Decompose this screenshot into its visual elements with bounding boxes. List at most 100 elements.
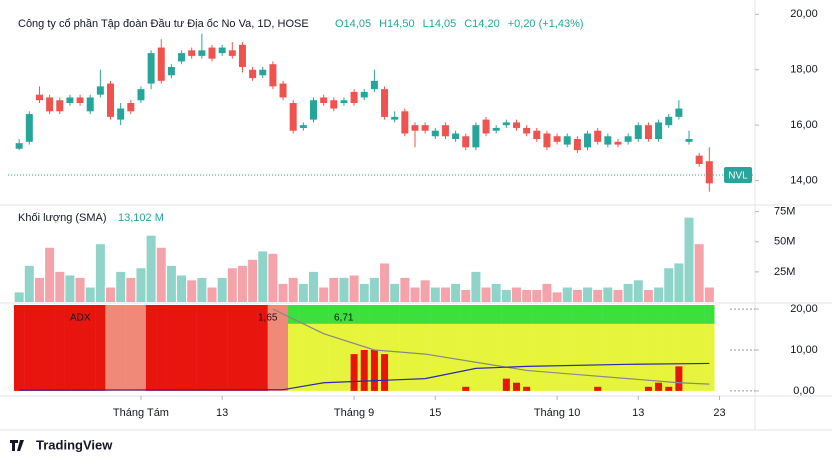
candle-body <box>533 130 541 140</box>
volume-bar <box>136 268 146 302</box>
candle-body <box>360 91 368 98</box>
indicator-column <box>612 305 624 324</box>
x-tick-label: 13 <box>632 407 644 419</box>
indicator-column <box>704 305 715 324</box>
indicator-column <box>34 305 45 391</box>
volume-bar <box>217 277 227 302</box>
candle-body <box>634 125 642 140</box>
candle-body <box>299 125 307 128</box>
candle-body <box>421 125 429 131</box>
indicator-column <box>399 305 411 324</box>
candle-body <box>655 122 663 140</box>
indicator-column <box>196 305 208 391</box>
candle-body <box>482 119 490 134</box>
x-tick-label: 13 <box>216 407 228 419</box>
indicator-column <box>511 323 522 391</box>
candle-body <box>279 83 287 98</box>
volume-bar <box>349 275 359 302</box>
symbol-label: NVL <box>728 171 748 182</box>
candle-body <box>644 125 652 140</box>
candle-body <box>563 136 571 145</box>
indicator-column <box>389 323 400 391</box>
candle-body <box>614 141 622 145</box>
indicator-column <box>562 323 573 391</box>
candle-body <box>208 47 216 59</box>
indicator-column <box>602 305 614 324</box>
volume-bar <box>532 289 542 302</box>
volume-bar <box>511 287 521 302</box>
volume-bar <box>430 287 440 302</box>
indicator-hist <box>655 382 663 391</box>
y-tick-label: 50M <box>774 236 795 248</box>
indicator-value: 1,65 <box>258 313 278 324</box>
indicator-column <box>95 305 106 391</box>
volume-bar <box>55 271 65 302</box>
candle-body <box>624 136 632 142</box>
indicator-column <box>531 305 542 324</box>
indicator-column <box>592 323 603 391</box>
volume-bar <box>664 268 674 302</box>
volume-bar <box>298 283 308 302</box>
volume-bar <box>400 277 410 302</box>
indicator-line <box>19 362 710 391</box>
indicator-column <box>298 305 309 324</box>
indicator-title: ADX <box>70 313 91 324</box>
candle-body <box>695 155 703 164</box>
indicator-column <box>287 305 299 324</box>
indicator-column <box>216 305 228 391</box>
indicator-column <box>430 323 441 391</box>
indicator-column <box>622 323 634 391</box>
indicator-column <box>247 305 258 391</box>
indicator-column <box>237 305 248 391</box>
volume-bar <box>491 283 501 302</box>
indicator-hist <box>360 350 368 391</box>
volume-bar <box>116 271 126 302</box>
volume-bar <box>481 287 491 302</box>
candle-body <box>198 50 206 56</box>
indicator-column <box>450 305 461 324</box>
indicator-column <box>541 323 553 391</box>
candle-body <box>330 100 338 109</box>
indicator-column <box>663 305 674 324</box>
indicator-column <box>521 323 532 391</box>
volume-bar <box>14 292 24 302</box>
indicator-hist <box>350 354 358 391</box>
indicator-column <box>338 323 350 391</box>
volume-bar <box>572 289 582 302</box>
x-tick-label: Tháng 9 <box>334 407 374 419</box>
volume-bar <box>329 277 339 302</box>
indicator-column <box>125 305 137 391</box>
candle-body <box>259 69 267 76</box>
volume-bar <box>237 265 247 302</box>
change-label: +0,20 (+1,43%) <box>508 18 584 30</box>
candle-body <box>573 139 581 151</box>
indicator-column <box>44 305 55 391</box>
candle-body <box>553 136 561 142</box>
candle-body <box>705 161 713 184</box>
volume-bar <box>613 289 623 302</box>
indicator-column <box>572 323 583 391</box>
indicator-column <box>287 323 299 391</box>
indicator-column <box>348 305 360 324</box>
candle-body <box>137 89 145 101</box>
indicator-column <box>409 323 421 391</box>
candle-body <box>218 47 226 54</box>
indicator-hist <box>381 354 389 391</box>
volume-bar <box>694 244 704 302</box>
indicator-column <box>430 305 441 324</box>
indicator-column <box>683 323 695 391</box>
volume-bar <box>227 268 237 302</box>
volume-bar <box>390 283 400 302</box>
indicator-column <box>572 305 583 324</box>
indicator-column <box>328 323 339 391</box>
indicator-column <box>490 323 502 391</box>
candle-body <box>502 122 510 126</box>
indicator-column <box>318 323 329 391</box>
volume-bar <box>410 287 420 302</box>
indicator-column <box>460 323 471 391</box>
indicator-column <box>257 305 268 391</box>
chart-title: Công ty cổ phần Tập đoàn Đầu tư Địa ốc N… <box>18 18 309 30</box>
candle-body <box>66 97 74 103</box>
volume-bar <box>146 235 156 302</box>
